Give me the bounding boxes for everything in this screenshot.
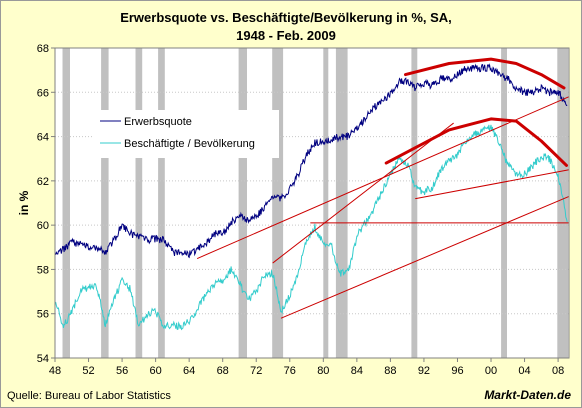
y-tick-label: 66 [37, 87, 49, 99]
recession-band-9 [501, 48, 507, 358]
x-tick-label: 84 [351, 365, 363, 377]
x-tick-label: 76 [284, 365, 296, 377]
x-tick-label: 60 [149, 365, 161, 377]
x-tick-label: 52 [82, 365, 94, 377]
x-axis: 48 52 56 60 64 68 72 76 80 84 88 92 96 00 04 08 [49, 358, 564, 377]
y-tick-label: 56 [37, 309, 49, 321]
y-tick-label: 60 [37, 220, 49, 232]
trend-line-1 [280, 195, 570, 319]
chart-subtitle: 1948 - Feb. 2009 [236, 28, 336, 43]
plot-border [54, 47, 570, 359]
x-tick-label: 68 [217, 365, 229, 377]
y-tick-label: 54 [37, 353, 49, 365]
x-tick-label: 92 [418, 365, 430, 377]
recession-band-5 [272, 48, 284, 358]
source-note: Quelle: Bureau of Labor Statistics [7, 390, 171, 402]
recession-band-0 [62, 48, 70, 358]
legend-box [94, 110, 279, 158]
y-tick-label: 64 [37, 132, 49, 144]
trend-line-5 [384, 117, 568, 167]
plot-area [54, 47, 570, 359]
legend: Erwerbsquote Beschäftigte / Bevölkerung [94, 110, 279, 158]
y-axis: 54 56 58 60 62 64 66 68 [37, 43, 55, 365]
series-line-0 [54, 63, 568, 259]
brand-watermark: Markt-Daten.de [484, 388, 571, 402]
recession-band-3 [158, 48, 165, 358]
y-tick-label: 62 [37, 176, 49, 188]
x-tick-label: 96 [451, 365, 463, 377]
recession-band-4 [238, 48, 247, 358]
legend-label-erwerbsquote: Erwerbsquote [124, 116, 192, 128]
trend-lines [197, 57, 570, 319]
trend-line-2 [272, 122, 454, 264]
x-tick-label: 72 [250, 365, 262, 377]
y-tick-label: 58 [37, 264, 49, 276]
x-tick-label: 00 [485, 365, 497, 377]
recession-band-2 [135, 48, 143, 358]
x-tick-label: 08 [552, 365, 564, 377]
y-axis-label: in % [17, 190, 31, 215]
x-tick-label: 64 [183, 365, 195, 377]
trend-line-3 [415, 169, 570, 200]
y-tick-label: 68 [37, 43, 49, 55]
x-tick-label: 48 [49, 365, 61, 377]
x-tick-label: 80 [317, 365, 329, 377]
recession-band-10 [557, 48, 569, 358]
x-tick-label: 04 [518, 365, 530, 377]
trend-line-6 [404, 57, 566, 90]
legend-label-beschaeftigte: Beschäftigte / Bevölkerung [124, 138, 255, 150]
x-tick-label: 88 [384, 365, 396, 377]
x-tick-label: 56 [116, 365, 128, 377]
recession-band-7 [335, 48, 348, 358]
recession-band-1 [101, 48, 109, 358]
recession-band-8 [411, 48, 418, 358]
chart-title: Erwerbsquote vs. Beschäftigte/Bevölkerun… [120, 10, 452, 25]
